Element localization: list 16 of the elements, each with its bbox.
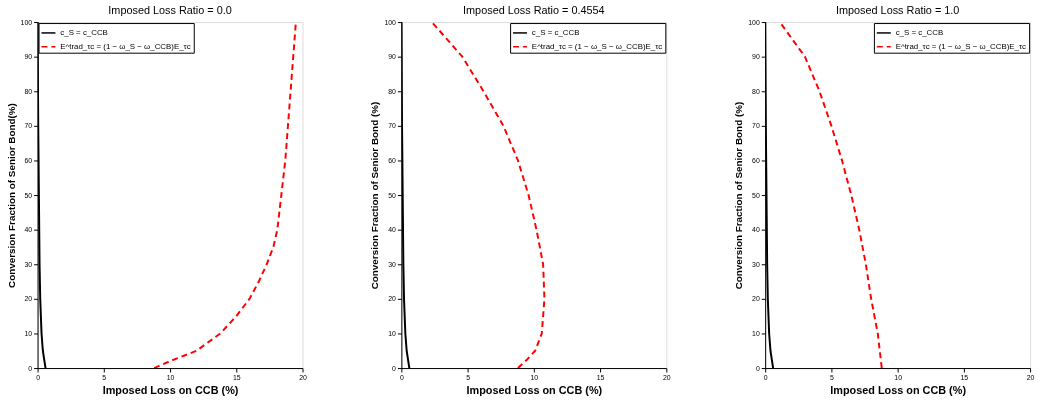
- legend-label: c_S = c_CCB: [531, 27, 580, 37]
- line-series: [778, 22, 883, 369]
- x-axis-title: Imposed Loss on CCB (%): [830, 384, 967, 397]
- legend-label: E^trad_τc = (1 − ω_S − ω_CCB)E_τc: [531, 41, 663, 51]
- legend-label: E^trad_τc = (1 − ω_S − ω_CCB)E_τc: [60, 41, 191, 51]
- legend-label: c_S = c_CCB: [895, 27, 944, 37]
- chart-title: Imposed Loss Ratio = 1.0: [835, 4, 960, 17]
- legend-label: c_S = c_CCB: [60, 27, 108, 37]
- y-axis-title: Conversion Fraction of Senior Bond (%): [369, 101, 381, 290]
- chart-title: Imposed Loss Ratio = 0.0: [108, 4, 232, 17]
- x-axis-title: Imposed Loss on CCB (%): [102, 384, 239, 397]
- chart-title: Imposed Loss Ratio = 0.4554: [463, 4, 605, 17]
- y-axis-title: Conversion Fraction of Senior Bond(%): [5, 103, 17, 288]
- x-axis-title: Imposed Loss on CCB (%): [466, 384, 603, 397]
- legend-label: E^trad_τc = (1 − ω_S − ω_CCB)E_τc: [895, 41, 1027, 51]
- y-axis-title: Conversion Fraction of Senior Bond (%): [733, 101, 745, 290]
